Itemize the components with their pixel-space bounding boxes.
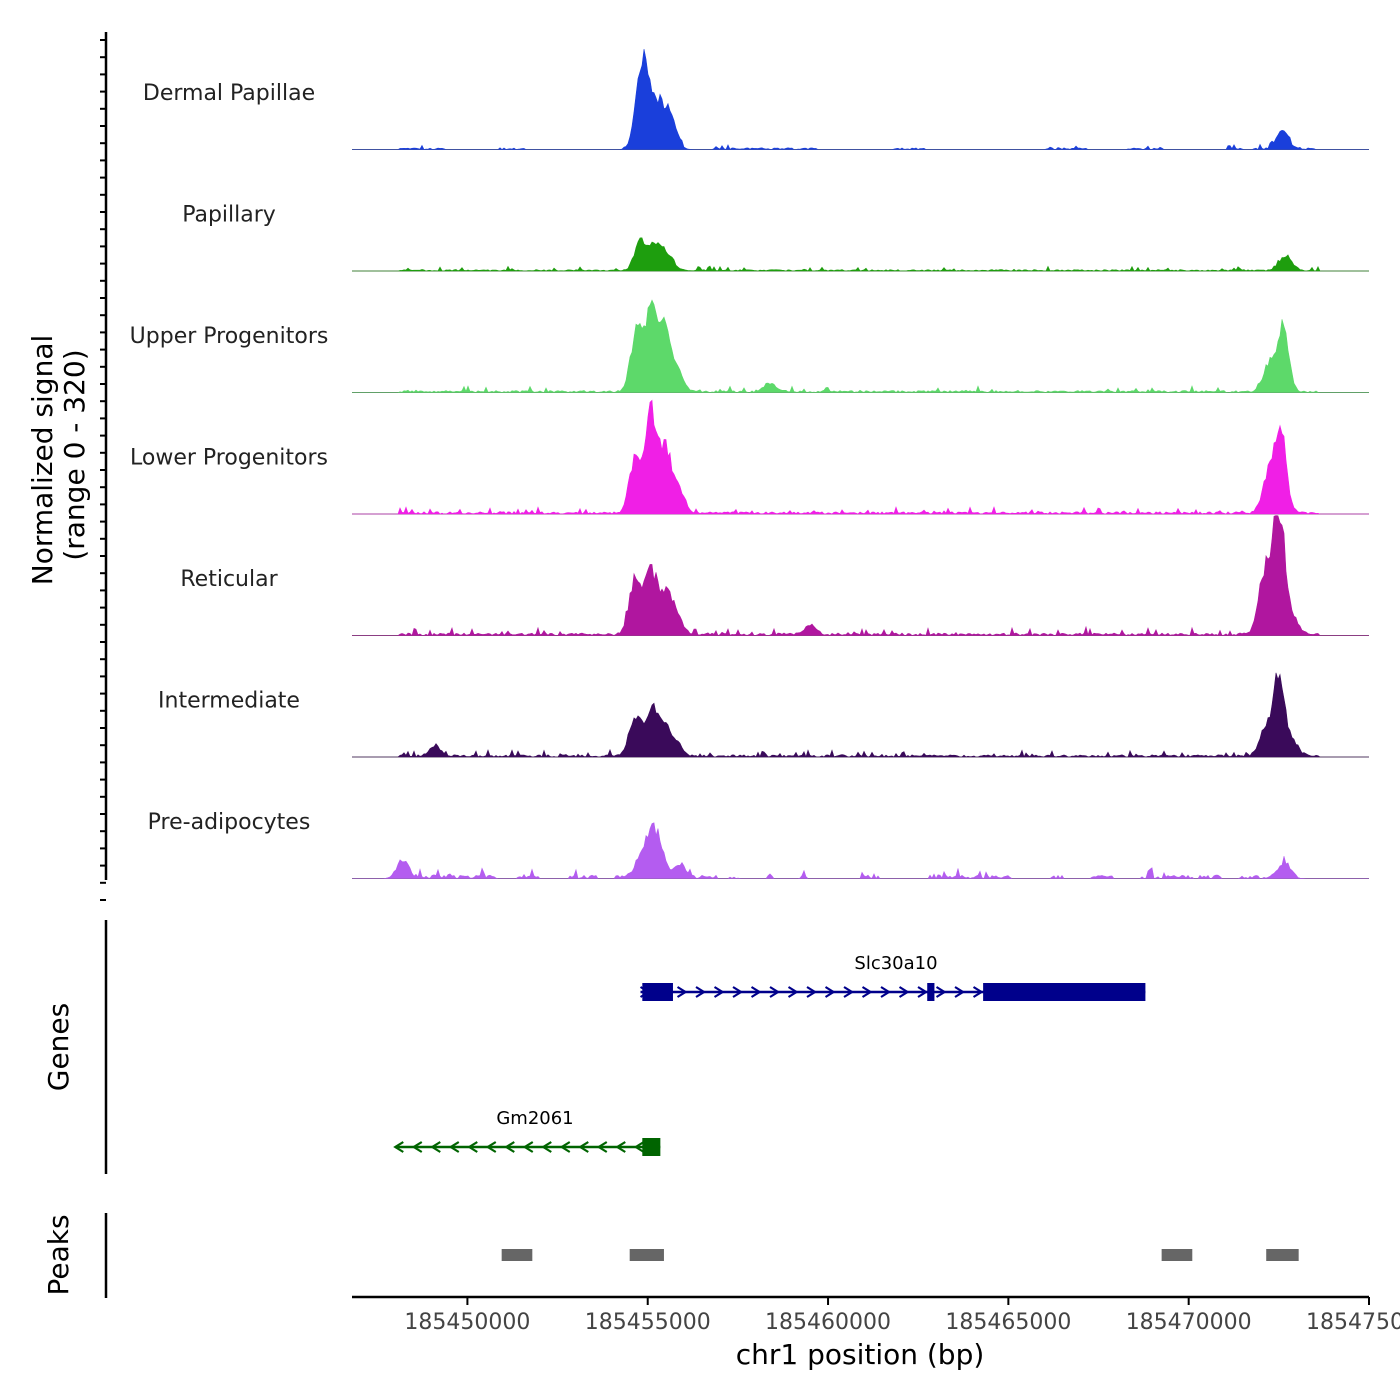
gene-label: Slc30a10 <box>854 953 937 974</box>
strand-chevron <box>541 1141 552 1153</box>
strand-chevron <box>522 1141 534 1153</box>
signal-axis-title: Normalized signal <box>26 335 59 586</box>
peaks-track-label: Peaks <box>42 1214 75 1295</box>
track-label: Reticular <box>180 567 278 592</box>
track-label: Papillary <box>182 203 276 228</box>
strand-chevron <box>633 1141 645 1153</box>
track-reticular: Reticular <box>180 515 1369 637</box>
strand-chevron <box>898 986 910 998</box>
strand-chevron <box>917 986 929 998</box>
strand-chevron <box>972 986 984 998</box>
strand-chevron <box>861 986 873 998</box>
track-papillary: Papillary <box>182 203 1369 272</box>
coverage-area <box>352 49 1369 150</box>
strand-chevron <box>750 986 762 998</box>
strand-chevron <box>578 1141 589 1153</box>
signal-axis-ticks <box>100 39 106 901</box>
x-axis-tick-label: 185455000 <box>585 1310 711 1335</box>
gene-slc30a10: Slc30a10 <box>639 953 1146 1001</box>
strand-chevron <box>430 1141 441 1153</box>
gene-exon <box>642 1138 661 1156</box>
x-axis-tick-label: 185470000 <box>1126 1310 1252 1335</box>
gene-models: Slc30a10 Gm2061 <box>393 953 1146 1156</box>
strand-chevron <box>935 986 947 998</box>
strand-chevron <box>504 1141 515 1153</box>
gene-gm2061: Gm2061 <box>393 1108 661 1156</box>
strand-chevron <box>615 1141 626 1153</box>
gene-exon <box>983 983 1146 1001</box>
track-dermal-papillae: Dermal Papillae <box>143 49 1369 150</box>
coverage-area <box>352 515 1369 637</box>
gene-label: Gm2061 <box>496 1108 573 1129</box>
coverage-area <box>352 299 1369 393</box>
x-axis-title: chr1 position (bp) <box>736 1338 985 1371</box>
strand-chevron <box>411 1141 423 1153</box>
strand-chevron <box>559 1141 571 1153</box>
peak-region <box>501 1249 533 1261</box>
strand-chevron <box>769 986 781 998</box>
strand-chevron <box>954 986 966 998</box>
strand-chevron <box>843 986 855 998</box>
strand-chevron <box>732 986 744 998</box>
peak-regions <box>501 1249 1299 1261</box>
track-upper-progenitors: Upper Progenitors <box>130 299 1369 393</box>
gene-exon <box>927 983 935 1001</box>
x-axis-tick-label: 185465000 <box>945 1310 1071 1335</box>
strand-chevron <box>713 986 725 998</box>
strand-chevron <box>596 1141 608 1153</box>
signal-axis: Normalized signal (range 0 - 320) <box>26 32 108 901</box>
track-label: Intermediate <box>158 689 300 714</box>
coverage-area <box>352 237 1369 272</box>
peaks-track: Peaks <box>42 1213 1299 1298</box>
coverage-tracks: Dermal Papillae Papillary Upper Progenitor… <box>130 49 1369 880</box>
coverage-area <box>352 822 1369 880</box>
strand-chevron <box>880 986 892 998</box>
peak-region <box>1266 1249 1299 1261</box>
strand-chevron <box>676 986 688 998</box>
genes-track: Genes Slc30a10 Gm2061 <box>42 920 1146 1174</box>
strand-chevron <box>787 986 799 998</box>
x-axis-tick-label: 185475000 <box>1306 1310 1400 1335</box>
strand-chevron <box>467 1141 478 1153</box>
peak-region <box>1161 1249 1193 1261</box>
strand-chevron <box>695 986 707 998</box>
genes-track-label: Genes <box>42 1003 75 1091</box>
track-label: Lower Progenitors <box>130 446 328 471</box>
track-pre-adipocytes: Pre-adipocytes <box>148 810 1369 880</box>
track-label: Upper Progenitors <box>130 324 329 349</box>
gene-exon <box>642 983 673 1001</box>
track-lower-progenitors: Lower Progenitors <box>130 399 1369 515</box>
x-axis-ticks: 185450000 185455000 185460000 185465000 1854… <box>404 1297 1400 1335</box>
strand-chevron <box>393 1141 404 1153</box>
track-intermediate: Intermediate <box>158 672 1369 758</box>
track-label: Dermal Papillae <box>143 81 315 106</box>
strand-chevron <box>485 1141 497 1153</box>
x-axis-tick-label: 185460000 <box>765 1310 891 1335</box>
peak-region <box>629 1249 664 1261</box>
strand-chevron <box>806 986 818 998</box>
coverage-area <box>352 399 1369 515</box>
x-axis: 185450000 185455000 185460000 185465000 1854… <box>352 1295 1400 1371</box>
strand-chevron <box>448 1141 460 1153</box>
strand-chevron <box>824 986 836 998</box>
track-label: Pre-adipocytes <box>148 810 311 835</box>
x-axis-tick-label: 185450000 <box>404 1310 530 1335</box>
coverage-area <box>352 672 1369 758</box>
signal-axis-range: (range 0 - 320) <box>58 349 91 560</box>
